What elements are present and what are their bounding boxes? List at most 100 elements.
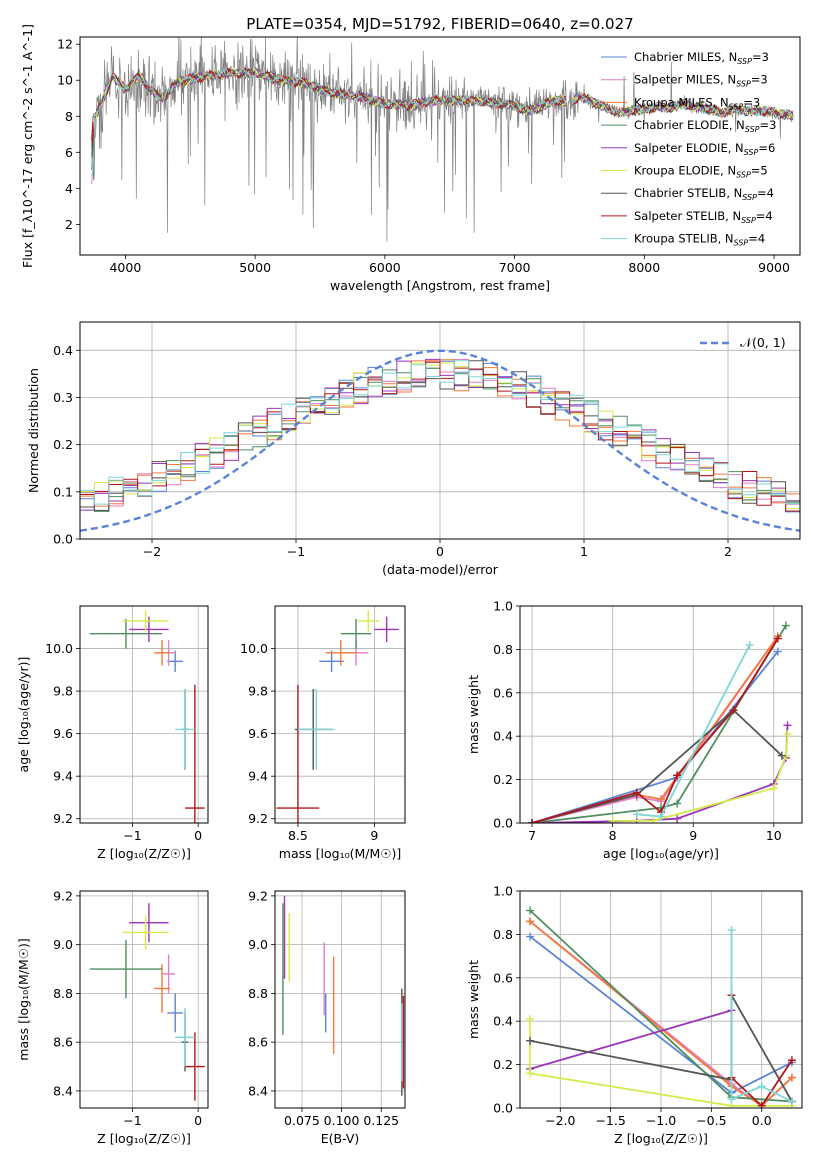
errorbar-3 [89, 618, 163, 649]
x-tick-label: −2.0 [545, 1113, 575, 1128]
y-tick-label: 0.0 [493, 1101, 513, 1116]
weight-marker [608, 816, 617, 823]
y-tick-label: 8.6 [53, 1035, 73, 1050]
y-tick-label: 9.0 [53, 937, 73, 952]
mass-vs-ebv-panel: 0.075 0.100 0.125 8.4 8.6 8.8 9.0 9.2 E(B-V) [248, 888, 406, 1146]
legend-entry: Kroupa STELIB, NSSP=4 [634, 232, 765, 248]
axes-frame [519, 890, 803, 1109]
weight-marker [783, 721, 792, 730]
y-tick-label: 0.0 [53, 532, 73, 547]
axis-ticks [516, 890, 763, 1112]
x-tick-label: 9000 [758, 260, 790, 275]
errorbar-0 [167, 993, 184, 1033]
weight-marker [757, 1101, 766, 1108]
weight-marker [526, 932, 535, 941]
weight-line-8 [730, 930, 793, 1103]
y-axis-label: age [log₁₀(age/yr)] [16, 657, 31, 773]
weight-marker [632, 810, 641, 819]
y-tick-label: 8.8 [248, 986, 268, 1001]
x-tick-label: 8 [609, 828, 617, 843]
weight-marker [526, 1036, 535, 1045]
y-tick-label: 0.2 [493, 772, 513, 787]
y-tick-label: 9.8 [53, 684, 73, 699]
x-tick-label: −0.5 [696, 1113, 726, 1128]
errorbar-3 [89, 939, 163, 999]
x-tick-label: 0.0 [752, 1113, 772, 1128]
legend-entry: Kroupa ELODIE, NSSP=5 [634, 164, 768, 180]
weight-marker [727, 1095, 736, 1104]
legend-entry: Salpeter MILES, NSSP=3 [634, 73, 768, 89]
y-tick-label: 1.0 [493, 884, 513, 899]
y-tick-label: 0.2 [53, 437, 73, 452]
y-axis-label: Flux [f_λ10^-17 erg cm^-2 s^-1 A^-1] [20, 24, 35, 268]
x-tick-label: 7000 [499, 260, 531, 275]
y-tick-label: 12 [57, 37, 73, 52]
grid-lines [520, 605, 802, 824]
grid-lines [80, 606, 208, 823]
y-tick-label: 0.6 [493, 970, 513, 985]
weight-marker [783, 730, 792, 739]
weight-marker [729, 706, 738, 715]
grid-lines [275, 891, 405, 1108]
model-spectrum-7-0 [91, 67, 567, 149]
errorbar-5 [122, 610, 169, 632]
y-tick-label: 9.2 [248, 888, 268, 903]
x-axis-label: (data-model)/error [382, 562, 499, 577]
x-tick-label: 9 [689, 828, 697, 843]
axes-frame [79, 321, 801, 540]
axis-ticks [271, 648, 375, 827]
x-tick-label: 5000 [239, 260, 271, 275]
axis-ticks [76, 895, 199, 1112]
axes-frame [274, 890, 406, 1109]
figure-title: PLATE=0354, MJD=51792, FIBERID=0640, z=0… [246, 15, 633, 33]
y-axis-label: mass weight [466, 960, 481, 1039]
axes-frame [79, 605, 209, 824]
weight-line-7 [531, 638, 779, 823]
x-tick-label: −1 [123, 828, 141, 843]
axes-frame [274, 605, 406, 824]
x-tick-label: 8.5 [288, 828, 308, 843]
errorbar-8 [175, 688, 195, 770]
errorbar-0 [319, 650, 344, 672]
x-tick-label: 7 [528, 828, 536, 843]
errorbar-4 [374, 616, 399, 643]
y-tick-label: 0.8 [493, 642, 513, 657]
normal-curve [80, 349, 800, 532]
plot-area [89, 610, 205, 823]
weight-marker [787, 1073, 796, 1082]
axis-ticks [516, 605, 775, 827]
axes-frame [79, 890, 209, 1109]
y-tick-label: 10.0 [45, 641, 73, 656]
x-axis-label: Z [log₁₀(Z/Z☉)] [97, 846, 191, 861]
model-spectrum-6-1 [572, 93, 794, 121]
weight-marker [787, 1097, 796, 1106]
axis-ticks [76, 349, 729, 543]
plot-area [91, 37, 794, 242]
grid-lines [80, 891, 208, 1108]
weight-marker [673, 799, 682, 808]
weight-marker [727, 926, 736, 935]
age-vs-mass-panel: 8.5 9 9.2 9.4 9.6 9.8 10.0 mass [log₁₀(M/M☉)] [240, 605, 406, 861]
grid-lines [275, 606, 405, 823]
weight-marker [673, 814, 682, 823]
weight-marker [757, 1082, 766, 1091]
y-tick-label: 8.4 [248, 1083, 268, 1098]
y-tick-label: 8 [65, 109, 73, 124]
y-tick-label: 8.6 [248, 1035, 268, 1050]
grid-lines [80, 322, 800, 540]
legend: Chabrier MILES, NSSP=3 Salpeter MILES, NS… [601, 50, 776, 248]
axis-ticks [271, 895, 382, 1112]
legend-entry: Chabrier ELODIE, NSSP=3 [634, 118, 776, 134]
weight-line-6 [531, 708, 783, 823]
y-tick-label: 0.0 [493, 816, 513, 831]
y-tick-label: 8.8 [53, 986, 73, 1001]
weight-marker [526, 1015, 535, 1024]
x-tick-label: 4000 [109, 260, 141, 275]
weight-vs-metallicity-panel: −2.0 −1.5 −1.0 −0.5 0.0 0.0 0.2 0.4 0.6 0.8 1.0 Z [… [466, 884, 803, 1146]
errorbar-1 [162, 954, 176, 994]
x-tick-label: 0 [194, 828, 202, 843]
mass-vs-metallicity-panel: −1 0 8.4 8.6 8.8 9.0 9.2 Z [log₁₀(Z/Z☉)] mass [l… [16, 888, 209, 1146]
y-tick-label: 9.2 [53, 888, 73, 903]
axis-ticks [76, 43, 775, 259]
